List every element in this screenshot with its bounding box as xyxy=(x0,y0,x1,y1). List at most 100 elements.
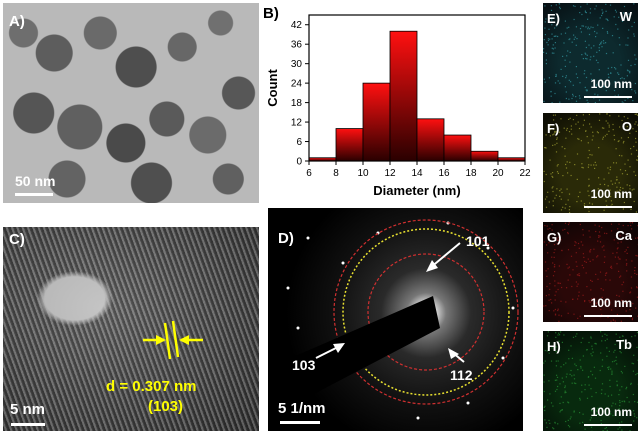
eds-speckle-dot xyxy=(564,228,566,230)
eds-speckle-dot xyxy=(580,140,582,142)
eds-speckle-dot xyxy=(552,134,554,136)
eds-speckle-dot xyxy=(601,41,603,43)
eds-speckle-dot xyxy=(610,195,612,198)
eds-speckle-dot xyxy=(558,3,561,5)
eds-speckle-dot xyxy=(619,350,621,353)
eds-speckle-dot xyxy=(568,26,570,28)
eds-speckle-dot xyxy=(574,5,576,7)
eds-speckle-dot xyxy=(554,299,556,301)
eds-speckle-dot xyxy=(552,405,554,407)
eds-speckle-dot xyxy=(560,409,562,412)
eds-speckle-dot xyxy=(556,165,558,167)
eds-speckle-dot xyxy=(634,54,636,56)
eds-speckle-dot xyxy=(591,280,593,282)
eds-speckle-dot xyxy=(629,166,631,168)
eds-speckle-dot xyxy=(581,391,583,393)
eds-speckle-dot xyxy=(595,59,598,61)
eds-speckle-dot xyxy=(559,8,561,10)
eds-speckle-dot xyxy=(619,405,621,407)
eds-speckle-dot xyxy=(602,27,604,29)
eds-speckle-dot xyxy=(593,45,595,47)
eds-speckle-dot xyxy=(590,417,592,419)
eds-speckle-dot xyxy=(568,266,570,268)
eds-speckle-dot xyxy=(626,252,628,254)
eds-speckle-dot xyxy=(596,32,598,34)
eds-speckle-dot xyxy=(568,98,570,100)
eds-speckle-dot xyxy=(575,261,577,263)
eds-speckle-dot xyxy=(587,157,589,159)
eds-speckle-dot xyxy=(560,300,562,302)
eds-speckle-dot xyxy=(594,224,596,226)
eds-speckle-dot xyxy=(548,294,550,296)
eds-speckle-dot xyxy=(552,48,554,50)
eds-speckle-dot xyxy=(605,427,607,429)
eds-speckle-dot xyxy=(610,223,613,225)
eds-speckle-dot xyxy=(630,287,633,289)
eds-speckle-dot xyxy=(558,131,561,133)
eds-speckle-dot xyxy=(623,140,625,143)
eds-speckle-dot xyxy=(591,298,593,300)
eds-speckle-dot xyxy=(591,395,593,398)
eds-speckle-dot xyxy=(610,320,612,322)
x-tick-label: 20 xyxy=(492,168,504,179)
eds-speckle-dot xyxy=(612,52,614,54)
eds-speckle-dot xyxy=(581,54,583,56)
eds-speckle-dot xyxy=(604,183,606,186)
eds-speckle-dot xyxy=(589,202,591,204)
eds-speckle-w xyxy=(543,3,637,103)
eds-speckle-dot xyxy=(554,42,556,44)
eds-speckle-dot xyxy=(630,276,633,278)
eds-speckle-dot xyxy=(590,370,592,372)
eds-speckle-dot xyxy=(616,380,618,382)
eds-speckle-dot xyxy=(636,273,638,275)
eds-speckle-dot xyxy=(619,427,621,429)
eds-speckle-dot xyxy=(600,43,602,45)
eds-speckle-dot xyxy=(616,176,618,178)
eds-speckle-dot xyxy=(564,222,567,224)
eds-speckle-dot xyxy=(598,80,600,82)
eds-speckle-dot xyxy=(633,35,635,37)
eds-speckle-dot xyxy=(636,114,638,116)
eds-speckle-dot xyxy=(586,136,588,138)
eds-speckle-dot xyxy=(633,354,635,356)
eds-speckle-dot xyxy=(544,5,546,7)
eds-speckle-dot xyxy=(609,379,611,381)
eds-speckle-dot xyxy=(618,73,620,75)
eds-speckle-dot xyxy=(556,138,558,140)
eds-speckle-dot xyxy=(556,379,558,381)
eds-speckle-dot xyxy=(562,381,564,383)
eds-speckle-dot xyxy=(618,115,620,117)
eds-speckle-dot xyxy=(614,182,616,184)
eds-speckle-dot xyxy=(597,132,599,134)
lattice-spacing-marker xyxy=(143,320,203,360)
eds-speckle-dot xyxy=(566,287,568,289)
eds-speckle-dot xyxy=(570,174,572,177)
eds-speckle-dot xyxy=(570,128,572,130)
eds-speckle-dot xyxy=(546,196,548,198)
eds-speckle-dot xyxy=(637,315,638,317)
eds-speckle-dot xyxy=(565,301,567,303)
eds-speckle-dot xyxy=(605,10,607,12)
eds-speckle-dot xyxy=(635,137,637,140)
eds-speckle-dot xyxy=(562,206,564,208)
eds-speckle-dot xyxy=(610,72,612,74)
eds-speckle-dot xyxy=(554,294,556,296)
eds-speckle-dot xyxy=(568,38,570,41)
scale-bar-label-h: 100 nm xyxy=(590,405,632,419)
eds-speckle-dot xyxy=(601,9,603,11)
eds-speckle-dot xyxy=(565,391,567,393)
eds-speckle-dot xyxy=(589,123,591,125)
eds-speckle-dot xyxy=(618,37,620,39)
histogram-bar xyxy=(389,30,418,162)
eds-speckle-dot xyxy=(629,185,631,187)
eds-speckle-dot xyxy=(553,119,555,121)
eds-speckle-dot xyxy=(564,148,566,150)
eds-speckle-dot xyxy=(609,115,611,117)
eds-speckle-dot xyxy=(608,76,610,78)
histogram-bar xyxy=(470,150,499,162)
eds-speckle-dot xyxy=(589,260,591,262)
eds-speckle-dot xyxy=(565,362,567,364)
eds-speckle-dot xyxy=(606,334,608,336)
eds-speckle-dot xyxy=(636,372,638,375)
eds-speckle-dot xyxy=(591,374,594,376)
